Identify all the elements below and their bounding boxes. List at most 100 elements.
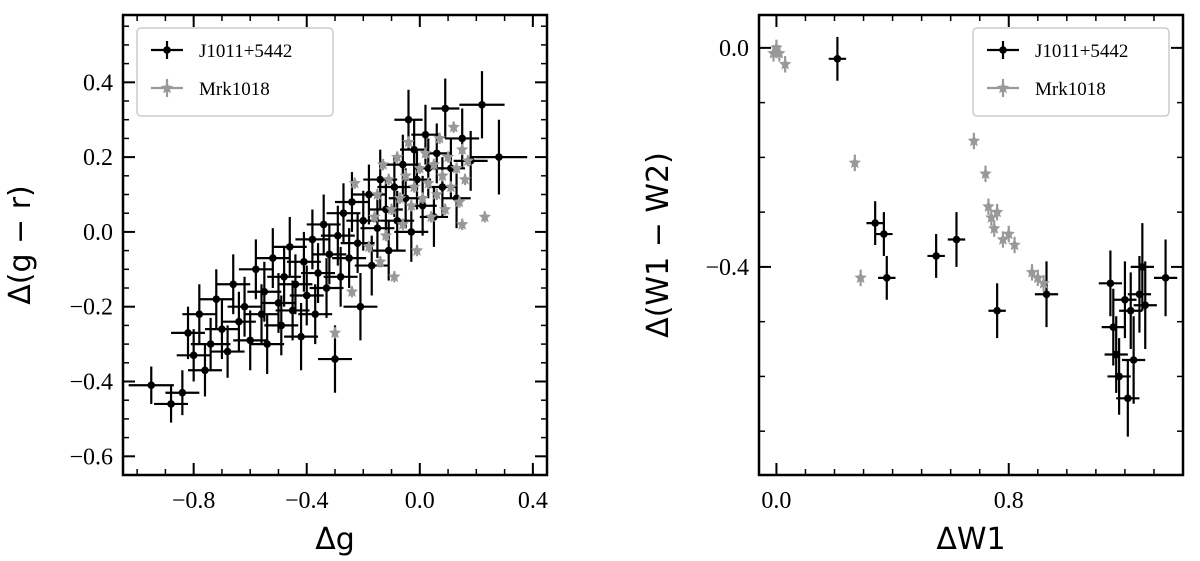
circle-marker xyxy=(407,228,416,236)
circle-marker xyxy=(373,224,382,232)
mrk1018-point xyxy=(478,210,491,223)
legend-box xyxy=(136,27,334,117)
star-marker xyxy=(982,200,995,212)
chart-left-ylabel: Δ(g − r) xyxy=(3,185,38,305)
star-marker xyxy=(410,244,424,256)
j1011-point xyxy=(875,212,893,256)
j1011-point xyxy=(247,261,282,322)
chart-right-frame xyxy=(757,13,1185,477)
star-marker xyxy=(399,169,412,182)
j1011-point xyxy=(306,194,341,255)
circle-marker xyxy=(325,250,334,259)
chart-left-xlabel: Δg xyxy=(315,522,355,557)
star-marker xyxy=(778,57,792,70)
circle-marker xyxy=(833,55,842,63)
mrk1018-point xyxy=(422,176,435,189)
mrk1018-point xyxy=(461,154,475,167)
circle-marker xyxy=(1106,279,1115,288)
star-marker xyxy=(419,146,432,159)
chart-right-legend: J1011+5442 Mrk1018 xyxy=(972,27,1170,117)
legend-label: J1011+5442 xyxy=(1035,41,1128,62)
j1011-point xyxy=(332,228,367,289)
legend-circle-marker xyxy=(999,46,1007,54)
j1011-point xyxy=(199,269,234,330)
circle-marker xyxy=(1121,295,1129,304)
star-marker xyxy=(447,120,460,133)
j1011-point xyxy=(947,212,966,267)
mrk1018-point xyxy=(328,326,342,339)
circle-marker xyxy=(418,201,427,210)
j1011-point xyxy=(343,273,378,341)
j1011-point xyxy=(1116,360,1140,437)
j1011-point xyxy=(866,201,884,245)
circle-marker xyxy=(280,272,288,281)
circle-marker xyxy=(297,332,305,341)
circle-marker xyxy=(367,261,376,270)
star-marker xyxy=(379,229,393,241)
star-marker xyxy=(979,167,992,180)
star-marker xyxy=(345,285,359,298)
mrk1018-point xyxy=(1025,264,1039,281)
y-tick-label: −0.4 xyxy=(69,370,113,396)
j1011-point xyxy=(828,36,847,81)
chart-left-data xyxy=(128,71,528,423)
x-tick-label: 0.8 xyxy=(994,488,1024,514)
x-tick-label: 0.0 xyxy=(405,488,435,514)
circle-marker xyxy=(336,272,345,281)
chart-right-data xyxy=(767,36,1178,437)
circle-marker xyxy=(314,269,322,277)
j1011-point xyxy=(1153,239,1178,317)
mrk1018-point xyxy=(456,143,469,156)
star-marker xyxy=(405,199,418,211)
chart-left-ticks: −0.8 −0.4 0.0 0.4 −0.6 −0.4 −0.2 0.0 0.2 0.4 xyxy=(69,15,548,514)
star-marker xyxy=(407,180,421,193)
circle-marker xyxy=(201,366,209,375)
mrk1018-point xyxy=(385,202,398,216)
circle-marker xyxy=(260,287,269,296)
circle-marker xyxy=(206,340,215,348)
y-tick-label: −0.6 xyxy=(69,444,113,470)
circle-marker xyxy=(353,239,362,247)
star-marker xyxy=(996,233,1010,245)
mrk1018-point xyxy=(405,199,418,212)
circle-marker xyxy=(871,219,879,227)
star-marker xyxy=(1025,265,1039,278)
mrk1018-point xyxy=(362,240,376,253)
circle-marker xyxy=(432,149,441,158)
star-marker xyxy=(985,211,998,223)
circle-marker xyxy=(229,280,238,289)
j1011-point xyxy=(272,216,307,277)
chart-right-ylabel: Δ(W1 − W2) xyxy=(641,152,676,338)
mrk1018-point xyxy=(458,173,472,186)
mrk1018-point xyxy=(402,135,415,148)
circle-marker xyxy=(300,258,308,266)
star-marker xyxy=(374,255,387,268)
circle-marker xyxy=(223,347,232,356)
j1011-point xyxy=(286,231,321,292)
circle-marker xyxy=(348,198,356,206)
j1011-point xyxy=(878,255,896,300)
circle-marker xyxy=(1129,356,1138,364)
j1011-point xyxy=(204,299,239,360)
star-marker xyxy=(478,210,491,223)
j1011-point xyxy=(190,317,231,371)
circle-marker xyxy=(495,153,503,161)
mrk1018-point xyxy=(436,169,449,182)
star-marker xyxy=(393,191,407,204)
circle-marker xyxy=(441,104,450,113)
mrk1018-point xyxy=(382,173,395,186)
circle-marker xyxy=(189,351,198,360)
legend-star-marker xyxy=(160,81,174,94)
mrk1018-point xyxy=(773,45,786,62)
star-marker xyxy=(988,222,1001,234)
mrk1018-point xyxy=(407,180,421,193)
mrk1018-point xyxy=(348,176,361,189)
chart-right-panel: 0.0 0.8 −0.4 0.0 J1011+5442 Mrk1018 ΔW1 Δ(W1… xyxy=(641,13,1185,557)
j1011-point xyxy=(371,220,406,281)
j1011-point xyxy=(165,370,200,416)
mrk1018-point xyxy=(444,180,458,193)
j1011-point xyxy=(227,276,262,337)
mrk1018-point xyxy=(453,195,466,208)
j1011-point xyxy=(1130,223,1154,311)
